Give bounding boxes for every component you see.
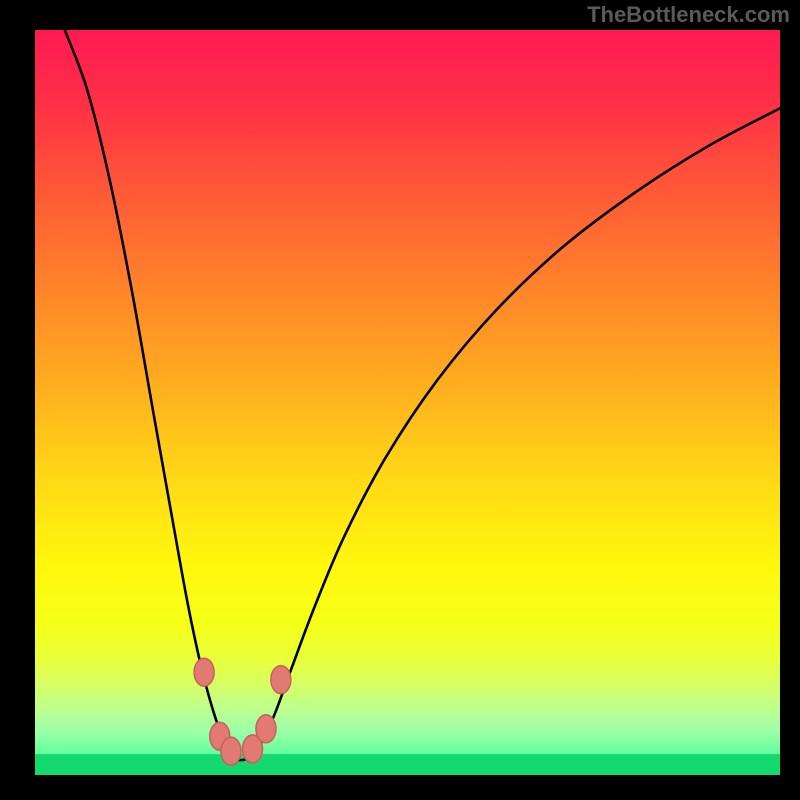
curve-marker [271, 666, 291, 694]
curve-marker [194, 658, 214, 686]
curve-marker [256, 715, 276, 743]
curve-marker [221, 737, 241, 765]
plot-area [35, 30, 780, 775]
chart-svg [35, 30, 780, 775]
watermark-text: TheBottleneck.com [587, 2, 790, 28]
gradient-background [35, 30, 780, 775]
green-band [35, 754, 780, 775]
